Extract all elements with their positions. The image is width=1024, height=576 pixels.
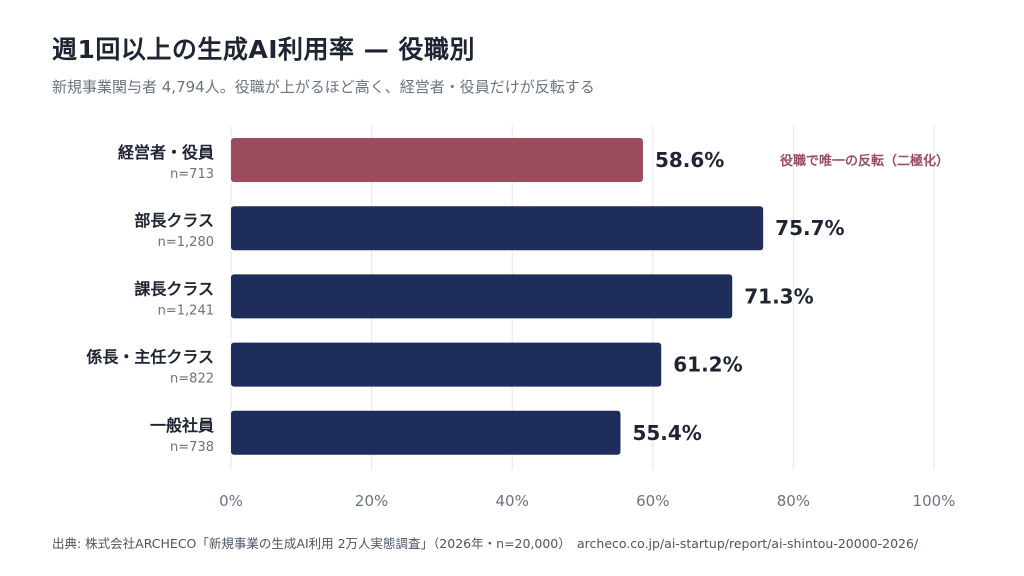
- category-label: 経営者・役員: [118, 143, 214, 162]
- sample-size-label: n=713: [170, 167, 214, 182]
- x-tick-label: 80%: [777, 492, 810, 510]
- chart-title: 週1回以上の生成AI利用率 — 役職別: [52, 35, 475, 64]
- value-label: 75.7%: [775, 216, 844, 240]
- value-label: 61.2%: [673, 353, 742, 377]
- category-label: 係長・主任クラス: [86, 348, 214, 367]
- x-tick-label: 60%: [636, 492, 669, 510]
- x-tick-label: 0%: [219, 492, 243, 510]
- value-label: 71.3%: [744, 284, 813, 308]
- x-tick-label: 20%: [355, 492, 388, 510]
- x-tick-label: 40%: [496, 492, 529, 510]
- source-note: 出典: 株式会社ARCHECO「新規事業の生成AI利用 2万人実態調査」（202…: [52, 536, 919, 551]
- bar: [231, 138, 643, 182]
- chart-subtitle: 新規事業関与者 4,794人。役職が上がるほど高く、経営者・役員だけが反転する: [52, 78, 595, 96]
- bar: [231, 410, 621, 455]
- sample-size-label: n=1,280: [158, 235, 214, 250]
- annotation-label: 役職で唯一の反転（二極化）: [780, 153, 949, 169]
- bar: [231, 274, 733, 319]
- bar: [231, 206, 764, 251]
- value-label: 55.4%: [632, 421, 701, 445]
- bar: [231, 342, 662, 387]
- category-label: 課長クラス: [134, 279, 214, 298]
- sample-size-label: n=738: [170, 440, 214, 455]
- x-tick-label: 100%: [913, 492, 956, 510]
- category-label: 部長クラス: [134, 211, 214, 230]
- sample-size-label: n=1,241: [158, 303, 214, 318]
- value-label: 58.6%: [655, 148, 724, 172]
- category-label: 一般社員: [150, 416, 214, 435]
- sample-size-label: n=822: [170, 372, 214, 387]
